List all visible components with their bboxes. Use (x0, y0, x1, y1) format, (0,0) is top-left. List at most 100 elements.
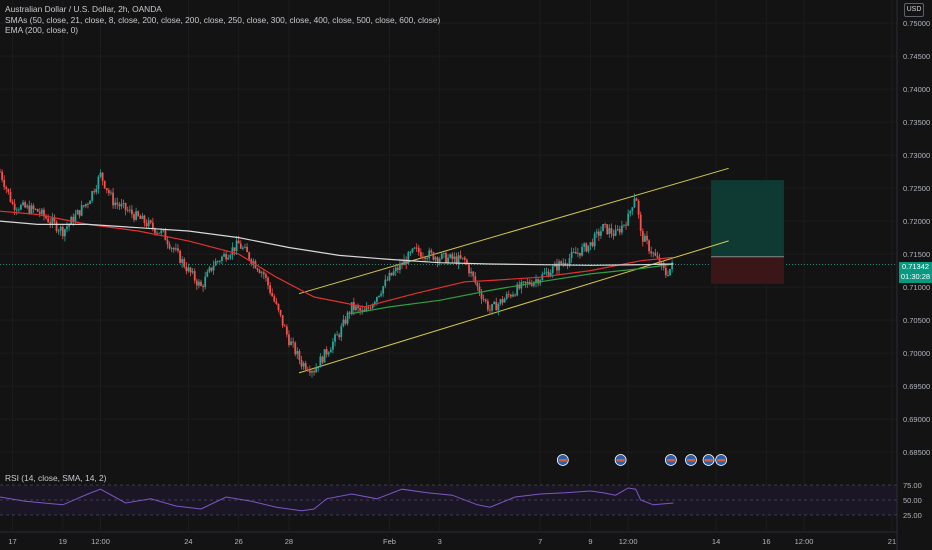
last-price-tag: 0.71342 01:30:28 (899, 262, 932, 283)
candle-up (361, 309, 364, 311)
candle-down (154, 228, 156, 234)
candle-down (321, 356, 324, 363)
candle-down (564, 262, 567, 265)
candle-up (187, 267, 190, 272)
candle-up (128, 209, 131, 211)
candle-up (434, 257, 437, 260)
candle-down (606, 224, 609, 235)
candle-down (357, 306, 359, 309)
candle-up (235, 240, 238, 252)
time-tick: 12:00 (795, 537, 814, 546)
event-flag-stripe (704, 459, 713, 462)
candle-up (156, 232, 158, 234)
candle-up (212, 265, 215, 271)
candle-up (181, 259, 184, 263)
candle-down (474, 276, 477, 283)
candle-down (300, 360, 303, 367)
candle-down (168, 244, 171, 249)
candle-down (275, 301, 278, 304)
candle-up (244, 246, 246, 248)
price-tick: 0.70500 (903, 316, 930, 325)
candle-down (579, 252, 581, 256)
candle-up (89, 200, 91, 205)
candle-down (143, 215, 146, 224)
candle-down (139, 215, 142, 219)
candle-up (589, 242, 592, 246)
candle-down (269, 285, 272, 293)
candle-up (97, 176, 100, 189)
candle-up (114, 202, 117, 206)
long-position-tool[interactable] (711, 180, 784, 284)
time-tick: 12:00 (91, 537, 110, 546)
candle-up (355, 306, 357, 310)
candle-down (158, 232, 161, 234)
candle-down (405, 259, 408, 264)
parallel-channel[interactable] (298, 167, 729, 374)
candle-up (380, 293, 382, 296)
candle-down (246, 246, 248, 253)
candle-up (551, 266, 554, 273)
candle-up (223, 254, 225, 257)
price-tick: 0.69500 (903, 382, 930, 391)
candle-up (440, 253, 443, 259)
price-tick: 0.74500 (903, 52, 930, 61)
event-flag-stripe (616, 459, 625, 462)
candle-down (267, 277, 269, 286)
candle-up (491, 303, 493, 311)
candle-up (384, 279, 387, 287)
candle-down (344, 319, 347, 324)
candle-down (367, 307, 370, 309)
candle-down (480, 293, 483, 300)
candle-down (13, 203, 16, 210)
candle-down (306, 369, 309, 371)
candle-down (279, 309, 282, 316)
candle-down (648, 240, 650, 252)
candle-up (22, 202, 24, 205)
candle-down (72, 216, 75, 223)
moving-averages (0, 210, 674, 315)
candle-up (317, 367, 320, 369)
candle-up (296, 351, 299, 355)
candle-down (637, 200, 640, 215)
candle-down (53, 217, 56, 222)
candle-up (208, 267, 211, 272)
candle-down (656, 255, 659, 258)
candle-up (600, 231, 602, 236)
candle-up (214, 261, 217, 266)
candle-down (281, 315, 284, 326)
candle-up (453, 256, 456, 259)
candle-down (200, 281, 202, 286)
event-markers[interactable] (556, 454, 728, 466)
candle-up (373, 301, 376, 305)
rsi-legend[interactable]: RSI (14, close, SMA, 14, 2) (5, 473, 107, 483)
price-tick: 0.70000 (903, 349, 930, 358)
candle-down (348, 312, 351, 314)
candle-up (120, 203, 123, 207)
candle-down (298, 351, 301, 361)
candle-down (107, 190, 110, 194)
time-tick: Feb (383, 537, 396, 546)
symbol-title[interactable]: Australian Dollar / U.S. Dollar, 2h, OAN… (5, 4, 162, 14)
candle-up (20, 204, 22, 210)
candle-up (229, 255, 232, 258)
candle-up (218, 261, 221, 262)
candle-down (591, 242, 594, 247)
time-tick: 16 (762, 537, 770, 546)
sma-legend[interactable]: SMAs (50, close, 21, close, 8, close, 20… (5, 14, 441, 25)
candle-down (484, 299, 487, 302)
rsi-band (0, 485, 897, 515)
candle-up (457, 255, 460, 264)
candle-down (635, 198, 638, 201)
candle-up (669, 268, 671, 276)
candle-up (644, 235, 646, 242)
price-tick: 0.69000 (903, 415, 930, 424)
candle-down (455, 256, 458, 264)
candle-up (204, 276, 207, 288)
candle-down (338, 334, 341, 338)
candle-up (583, 243, 586, 247)
ema-legend[interactable]: EMA (200, close, 0) (5, 25, 79, 36)
candle-down (430, 250, 433, 253)
currency-button[interactable]: USD (904, 3, 924, 17)
candle-down (239, 243, 242, 249)
